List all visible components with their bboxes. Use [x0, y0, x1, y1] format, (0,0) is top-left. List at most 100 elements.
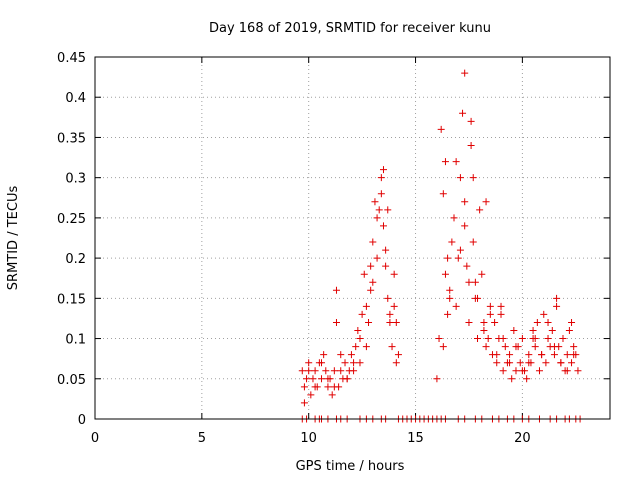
data-point	[508, 375, 516, 383]
data-point	[469, 174, 477, 182]
data-point	[386, 310, 394, 318]
data-point	[375, 206, 383, 214]
data-point	[540, 310, 548, 318]
data-point	[461, 69, 469, 77]
x-tick-label: 5	[198, 431, 206, 446]
data-point	[570, 351, 578, 359]
data-point	[535, 367, 543, 375]
data-point	[493, 359, 501, 367]
y-tick-label: 0.45	[57, 51, 86, 66]
data-point	[446, 286, 454, 294]
data-point	[548, 327, 556, 335]
data-point	[350, 367, 358, 375]
data-point	[392, 318, 400, 326]
data-point	[388, 343, 396, 351]
data-point	[390, 270, 398, 278]
data-point	[369, 278, 377, 286]
data-point	[550, 343, 558, 351]
data-point	[318, 375, 326, 383]
data-point	[367, 286, 375, 294]
data-point	[379, 166, 387, 174]
data-point	[533, 318, 541, 326]
x-tick-label: 0	[91, 431, 99, 446]
data-point	[456, 174, 464, 182]
data-point	[300, 399, 308, 407]
data-point	[506, 351, 514, 359]
data-point	[311, 383, 319, 391]
data-point	[303, 375, 311, 383]
data-point	[570, 343, 578, 351]
data-point	[298, 367, 306, 375]
data-point	[337, 367, 345, 375]
data-point	[497, 302, 505, 310]
data-point	[553, 302, 561, 310]
data-point	[441, 158, 449, 166]
data-point	[506, 359, 514, 367]
data-point	[318, 359, 326, 367]
y-tick-label: 0.1	[65, 333, 86, 348]
data-point	[444, 310, 452, 318]
data-point	[476, 206, 484, 214]
data-point	[463, 262, 471, 270]
plot-frame	[94, 56, 611, 420]
data-point	[377, 190, 385, 198]
data-point	[563, 367, 571, 375]
data-point	[300, 383, 308, 391]
data-point	[553, 294, 561, 302]
data-point	[550, 351, 558, 359]
data-point	[384, 294, 392, 302]
data-point	[379, 222, 387, 230]
data-point	[433, 375, 441, 383]
data-point	[347, 351, 355, 359]
data-point	[444, 254, 452, 262]
data-point	[518, 335, 526, 343]
y-tick-label: 0.4	[65, 91, 86, 106]
data-point	[544, 318, 552, 326]
data-point	[574, 367, 582, 375]
data-point	[360, 270, 368, 278]
data-point	[459, 109, 467, 117]
data-point	[386, 318, 394, 326]
data-point	[390, 302, 398, 310]
y-tick-label: 0.35	[57, 131, 86, 146]
data-point	[465, 278, 473, 286]
y-tick-label: 0.05	[57, 373, 86, 388]
data-point	[332, 286, 340, 294]
data-point	[461, 222, 469, 230]
data-point	[394, 351, 402, 359]
data-point	[559, 335, 567, 343]
data-point	[330, 367, 338, 375]
data-point	[484, 335, 492, 343]
data-point	[324, 383, 332, 391]
data-point	[305, 359, 313, 367]
x-axis-label: GPS time / hours	[296, 459, 405, 474]
data-point	[538, 351, 546, 359]
data-point	[439, 343, 447, 351]
data-point	[320, 351, 328, 359]
data-point	[452, 158, 460, 166]
data-point	[382, 262, 390, 270]
data-point	[373, 254, 381, 262]
data-point	[480, 318, 488, 326]
data-point	[474, 294, 482, 302]
data-point	[531, 335, 539, 343]
data-point	[454, 254, 462, 262]
data-point	[486, 310, 494, 318]
data-point	[478, 270, 486, 278]
data-point	[384, 206, 392, 214]
data-point	[491, 318, 499, 326]
data-point	[307, 391, 315, 399]
data-point	[499, 335, 507, 343]
data-point	[501, 343, 509, 351]
data-point	[452, 302, 460, 310]
data-point	[523, 375, 531, 383]
data-point	[350, 359, 358, 367]
data-point	[499, 367, 507, 375]
data-point	[435, 335, 443, 343]
data-point	[480, 327, 488, 335]
y-tick-label: 0	[78, 413, 86, 428]
data-point	[512, 343, 520, 351]
data-point	[461, 198, 469, 206]
data-point	[467, 141, 475, 149]
data-point	[354, 327, 362, 335]
